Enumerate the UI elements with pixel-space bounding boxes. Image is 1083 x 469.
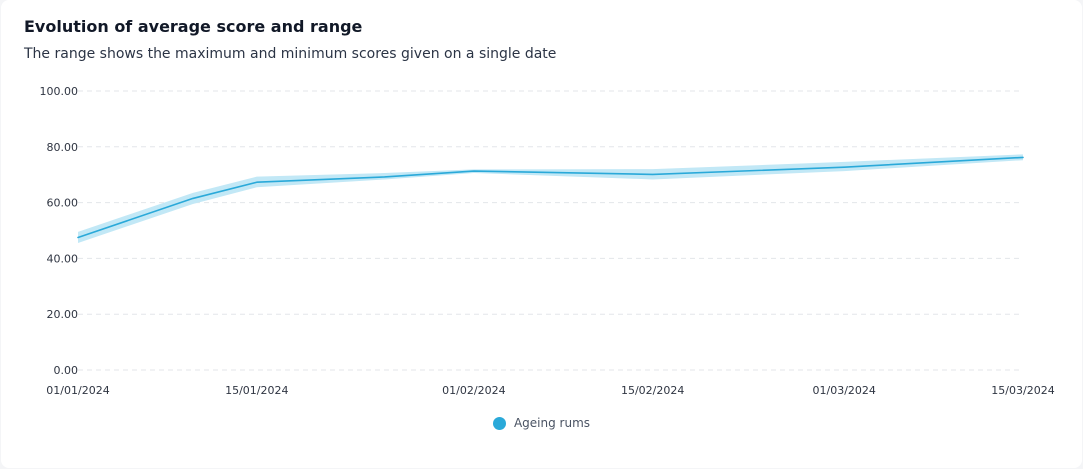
y-tick-label: 0.00 [54, 364, 79, 377]
score-line-chart: 0.00 20.00 40.00 60.00 80.00 100.00 01/01/2024… [40, 85, 1055, 397]
legend-item-ageing-rums[interactable]: Ageing rums [492, 416, 591, 430]
x-tick-label: 01/01/2024 [46, 384, 109, 397]
range-band [78, 154, 1023, 244]
y-tick-label: 60.00 [47, 197, 79, 210]
legend-label: Ageing rums [513, 416, 591, 430]
legend-swatch-icon [492, 416, 506, 430]
x-tick-label: 15/03/2024 [991, 384, 1054, 397]
average-score-line [77, 156, 1024, 239]
x-tick-label: 15/02/2024 [621, 384, 684, 397]
chart-legend: Ageing rums [1, 416, 1082, 430]
x-tick-label: 15/01/2024 [225, 384, 288, 397]
x-tick-label: 01/03/2024 [813, 384, 876, 397]
y-tick-label: 80.00 [47, 141, 79, 154]
y-tick-label: 100.00 [40, 85, 79, 98]
y-tick-label: 40.00 [47, 252, 79, 265]
chart-subtitle: The range shows the maximum and minimum … [24, 46, 557, 62]
x-tick-label: 01/02/2024 [442, 384, 505, 397]
y-tick-label: 20.00 [47, 308, 79, 321]
chart-title: Evolution of average score and range [24, 17, 363, 36]
